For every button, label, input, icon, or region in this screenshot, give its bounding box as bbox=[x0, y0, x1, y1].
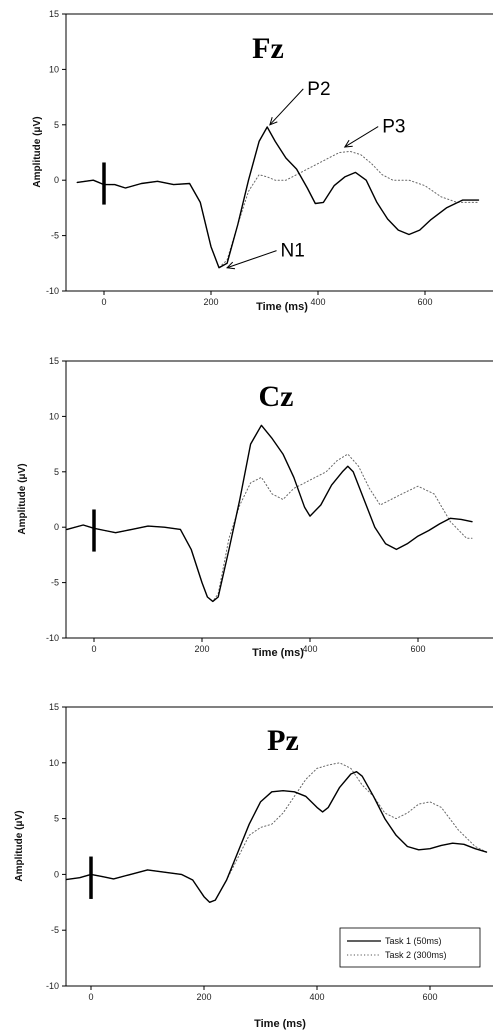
y-tick-label: 5 bbox=[54, 814, 59, 824]
y-tick-label: 10 bbox=[49, 758, 59, 768]
y-tick-label: -5 bbox=[51, 231, 59, 241]
peak-label-n1: N1 bbox=[281, 241, 305, 262]
series-line-task2 bbox=[66, 762, 487, 903]
peak-arrow-line bbox=[269, 88, 304, 126]
x-tick-label: 400 bbox=[309, 992, 324, 1002]
y-tick-label: 15 bbox=[49, 356, 59, 366]
chart-panel-fz: Fz Time (ms) Amplitude (μV) -10 -5 0 5 10 15 0… bbox=[32, 9, 493, 313]
y-tick-label: -5 bbox=[51, 578, 59, 588]
x-tick-label: 400 bbox=[310, 297, 325, 307]
y-axis-label: Amplitude (μV) bbox=[14, 810, 25, 881]
series-line-task2 bbox=[66, 453, 473, 602]
x-tick-label: 0 bbox=[91, 644, 96, 654]
y-tick-label: 15 bbox=[49, 9, 59, 19]
x-tick-label: 600 bbox=[417, 297, 432, 307]
x-tick-label: 200 bbox=[194, 644, 209, 654]
x-axis-label: Time (ms) bbox=[254, 1018, 306, 1030]
y-tick-label: 10 bbox=[49, 411, 59, 421]
y-tick-label: -10 bbox=[46, 981, 59, 991]
tick-layer: -10 -5 0 5 10 15 0 200 400 600 bbox=[46, 9, 433, 307]
chart-panel-pz: Pz Time (ms) Amplitude (μV) -10 -5 0 5 10 15 0… bbox=[14, 702, 493, 1030]
series-line-task1 bbox=[66, 424, 473, 603]
x-tick-label: 200 bbox=[203, 297, 218, 307]
peak-arrow-line bbox=[226, 250, 277, 269]
peak-arrow-head bbox=[226, 261, 236, 270]
plot-frame bbox=[65, 360, 493, 639]
chart-title: Fz bbox=[252, 32, 284, 65]
y-tick-label: -10 bbox=[46, 633, 59, 643]
y-tick-label: 5 bbox=[54, 120, 59, 130]
y-axis-label: Amplitude (μV) bbox=[32, 116, 43, 187]
y-tick-label: 15 bbox=[49, 702, 59, 712]
peak-label-p2: P2 bbox=[307, 79, 330, 100]
legend: Task 1 (50ms) Task 2 (300ms) bbox=[339, 927, 481, 968]
series-layer bbox=[76, 126, 480, 269]
x-tick-label: 0 bbox=[88, 992, 93, 1002]
x-tick-label: 600 bbox=[422, 992, 437, 1002]
legend-box bbox=[339, 927, 481, 968]
series-line-task1 bbox=[66, 771, 488, 903]
y-tick-label: 0 bbox=[54, 522, 59, 532]
chart-panel-cz: Cz Time (ms) Amplitude (μV) -10 -5 0 5 10 15 0… bbox=[17, 356, 493, 659]
annotation-layer: P2 P3 N1 bbox=[226, 79, 405, 270]
chart-title: Pz bbox=[267, 724, 299, 757]
y-tick-label: -10 bbox=[46, 286, 59, 296]
x-axis-label: Time (ms) bbox=[256, 301, 308, 313]
series-line-task1 bbox=[76, 126, 480, 269]
peak-arrow-line bbox=[344, 126, 379, 148]
plot-frame bbox=[65, 706, 493, 987]
plot-frame bbox=[65, 13, 493, 292]
y-tick-label: 5 bbox=[54, 467, 59, 477]
y-axis-label: Amplitude (μV) bbox=[17, 463, 28, 534]
y-tick-label: -5 bbox=[51, 925, 59, 935]
x-tick-label: 400 bbox=[302, 644, 317, 654]
x-axis-label: Time (ms) bbox=[252, 647, 304, 659]
series-line-task2 bbox=[76, 150, 479, 269]
chart-title: Cz bbox=[259, 380, 294, 413]
y-tick-label: 0 bbox=[54, 869, 59, 879]
x-tick-label: 200 bbox=[196, 992, 211, 1002]
legend-entry-task2: Task 2 (300ms) bbox=[385, 950, 447, 960]
tick-layer: -10 -5 0 5 10 15 0 200 400 600 bbox=[46, 702, 438, 1002]
series-layer bbox=[66, 424, 473, 603]
y-tick-label: 0 bbox=[54, 175, 59, 185]
series-layer bbox=[66, 762, 488, 903]
x-tick-label: 600 bbox=[410, 644, 425, 654]
x-tick-label: 0 bbox=[101, 297, 106, 307]
peak-label-p3: P3 bbox=[382, 117, 405, 138]
peak-arrow-head bbox=[343, 139, 353, 148]
tick-layer: -10 -5 0 5 10 15 0 200 400 600 bbox=[46, 356, 426, 654]
y-tick-label: 10 bbox=[49, 64, 59, 74]
legend-entry-task1: Task 1 (50ms) bbox=[385, 936, 442, 946]
peak-arrow-head bbox=[269, 117, 278, 126]
